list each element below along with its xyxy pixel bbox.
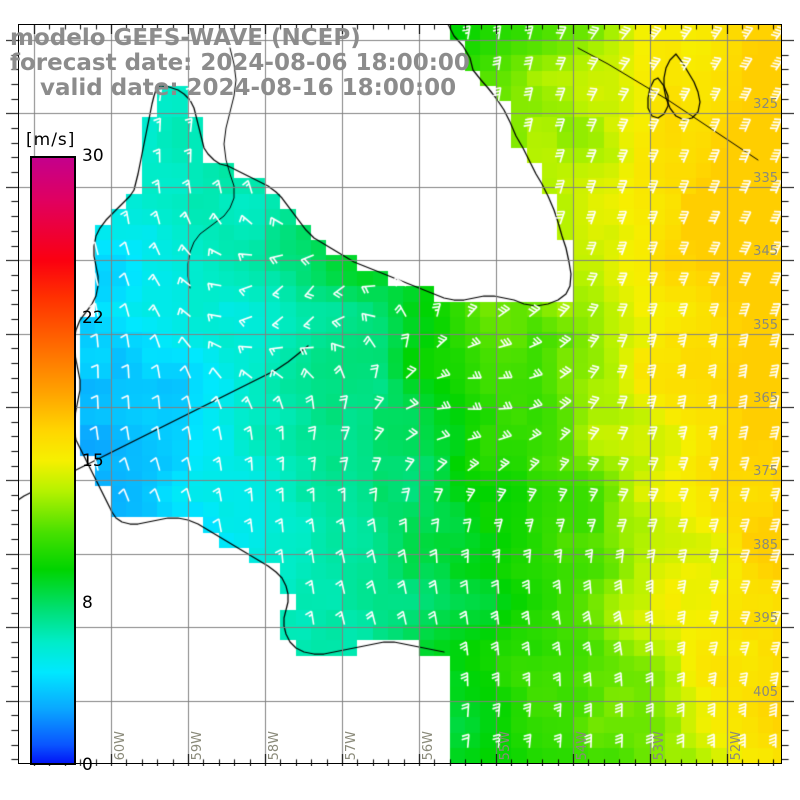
colorbar-tick-8: 8: [82, 592, 93, 613]
map-plot-area: 61W60W59W58W57W56W55W54W53W52W 325335345…: [18, 24, 782, 764]
colorbar-tick-15: 15: [82, 450, 104, 471]
y-axis-label: 335: [753, 170, 778, 186]
left-tick-ruler: [6, 24, 18, 764]
y-axis-label: 345: [753, 244, 778, 260]
wind-barbs-overlay: [18, 24, 782, 764]
y-axis-label: 365: [753, 391, 778, 406]
bottom-tick-ruler: [18, 754, 782, 766]
colorbar-gradient: [30, 156, 76, 765]
y-axis-label: 385: [753, 537, 778, 553]
y-axis-label: 325: [753, 97, 778, 113]
y-axis-label: 375: [753, 464, 778, 480]
colorbar-unit-label: [m/s]: [26, 130, 76, 150]
colorbar: [30, 156, 76, 765]
colorbar-tick-0: 0: [82, 755, 93, 775]
right-tick-ruler: [782, 24, 794, 764]
y-axis-label: 355: [753, 317, 778, 333]
y-axis-label: 395: [753, 611, 778, 627]
y-axis-label: 405: [753, 684, 778, 700]
colorbar-tick-22: 22: [82, 308, 104, 329]
colorbar-tick-30: 30: [82, 146, 104, 166]
top-tick-ruler: [18, 24, 782, 34]
y-axis-inline-labels: 325 335 345 355 365 375 385 395 405: [18, 24, 782, 764]
